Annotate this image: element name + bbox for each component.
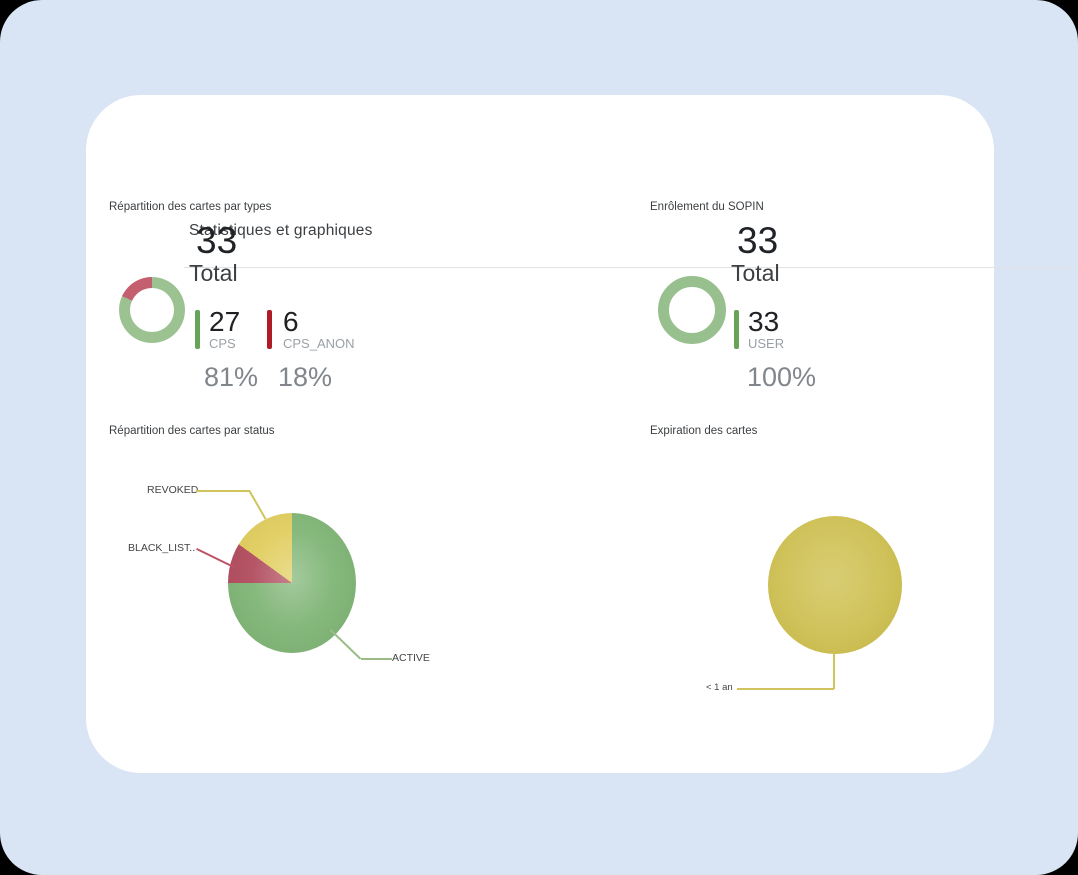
types-percent-cps-anon: 18% xyxy=(278,362,333,392)
sopin-total-value: 33 xyxy=(737,220,779,261)
sopin-donut-chart[interactable] xyxy=(658,276,726,344)
types-total-value: 33 xyxy=(196,220,238,261)
status-label-active: ACTIVE xyxy=(392,652,430,664)
types-legend-label-cps-anon: CPS_ANON xyxy=(283,336,355,351)
types-legend-bar-cps xyxy=(195,310,200,349)
status-label-blacklist: BLACK_LIST.. xyxy=(128,542,196,554)
types-section-title: Répartition des cartes par types xyxy=(109,201,272,213)
expiration-leader-v xyxy=(833,654,835,689)
types-percent-cps: 81% xyxy=(204,362,259,392)
status-pie-chart[interactable] xyxy=(228,513,356,653)
types-legend-bar-cps-anon xyxy=(267,310,272,349)
sopin-legend-label-user: USER xyxy=(748,336,785,351)
header-divider xyxy=(184,267,1076,268)
expiration-leader-h xyxy=(737,688,834,690)
status-leader-active-h xyxy=(361,658,392,660)
expiration-label-lt1y: < 1 an xyxy=(706,682,733,693)
expiration-pie-chart[interactable] xyxy=(768,516,902,654)
types-total-label: Total xyxy=(189,260,238,286)
sopin-percent-user: 100% xyxy=(747,362,817,392)
page-title: Statistiques et graphiques xyxy=(189,222,373,239)
status-leader-active-diag xyxy=(329,629,362,660)
status-leader-revoked-h xyxy=(196,490,250,492)
sopin-legend-value-user: 33 xyxy=(748,306,780,337)
status-leader-revoked-diag xyxy=(248,490,267,520)
types-legend-value-cps-anon: 6 xyxy=(283,306,299,337)
sopin-total-label: Total xyxy=(731,260,780,286)
sopin-legend-bar-user xyxy=(734,310,739,349)
statistics-card: Statistiques et graphiques xyxy=(86,95,1076,773)
types-legend-label-cps: CPS xyxy=(209,336,236,351)
status-label-revoked: REVOKED xyxy=(147,484,199,496)
types-legend-value-cps: 27 xyxy=(209,306,241,337)
expiration-section-title: Expiration des cartes xyxy=(650,425,758,437)
status-leader-blacklist-diag xyxy=(196,548,234,568)
types-donut-chart[interactable] xyxy=(119,277,185,343)
sopin-section-title: Enrôlement du SOPIN xyxy=(650,201,764,213)
status-section-title: Répartition des cartes par status xyxy=(109,425,275,437)
